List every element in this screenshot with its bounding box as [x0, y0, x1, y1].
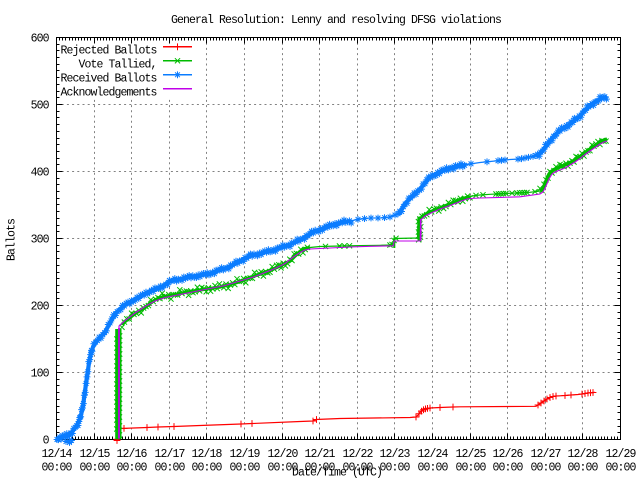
svg-text:Rejected Ballots: Rejected Ballots	[61, 45, 157, 58]
svg-text:500: 500	[31, 100, 50, 113]
svg-text:00:00: 00:00	[455, 462, 486, 475]
svg-text:12/29: 12/29	[605, 448, 636, 461]
svg-text:Ballots: Ballots	[6, 219, 19, 261]
svg-text:0: 0	[43, 435, 50, 448]
svg-text:12/23: 12/23	[379, 448, 410, 461]
svg-text:12/24: 12/24	[417, 448, 448, 461]
svg-text:12/19: 12/19	[229, 448, 260, 461]
svg-text:00:00: 00:00	[379, 462, 410, 475]
svg-text:12/20: 12/20	[267, 448, 298, 461]
svg-text:00:00: 00:00	[342, 462, 373, 475]
svg-text:00:00: 00:00	[116, 462, 147, 475]
svg-text:12/21: 12/21	[304, 448, 335, 461]
svg-text:00:00: 00:00	[567, 462, 598, 475]
svg-text:12/25: 12/25	[455, 448, 486, 461]
svg-text:12/18: 12/18	[191, 448, 222, 461]
svg-text:00:00: 00:00	[267, 462, 298, 475]
svg-text:00:00: 00:00	[605, 462, 636, 475]
svg-text:Vote Tallied,: Vote Tallied,	[61, 59, 157, 72]
svg-text:General Resolution: Lenny and: General Resolution: Lenny and resolving …	[171, 14, 501, 27]
svg-text:100: 100	[31, 368, 50, 381]
svg-text:12/15: 12/15	[79, 448, 110, 461]
svg-text:12/26: 12/26	[492, 448, 523, 461]
svg-text:300: 300	[31, 234, 50, 247]
svg-text:400: 400	[31, 167, 50, 180]
svg-text:00:00: 00:00	[417, 462, 448, 475]
svg-text:12/16: 12/16	[116, 448, 147, 461]
svg-text:12/14: 12/14	[41, 448, 72, 461]
svg-text:Received Ballots: Received Ballots	[61, 73, 157, 86]
svg-text:600: 600	[31, 33, 50, 46]
svg-text:00:00: 00:00	[191, 462, 222, 475]
svg-text:00:00: 00:00	[79, 462, 110, 475]
svg-text:12/28: 12/28	[567, 448, 598, 461]
svg-text:12/22: 12/22	[342, 448, 373, 461]
svg-text:200: 200	[31, 301, 50, 314]
svg-text:12/27: 12/27	[530, 448, 560, 461]
svg-text:00:00: 00:00	[229, 462, 260, 475]
svg-text:00:00: 00:00	[154, 462, 185, 475]
svg-text:00:00: 00:00	[492, 462, 523, 475]
svg-text:Acknowledgements: Acknowledgements	[61, 87, 157, 100]
svg-text:Date/Time (UTC): Date/Time (UTC)	[292, 467, 382, 480]
svg-text:00:00: 00:00	[530, 462, 561, 475]
svg-text:12/17: 12/17	[154, 448, 184, 461]
svg-text:00:00: 00:00	[41, 462, 72, 475]
svg-text:00:00: 00:00	[304, 462, 335, 475]
